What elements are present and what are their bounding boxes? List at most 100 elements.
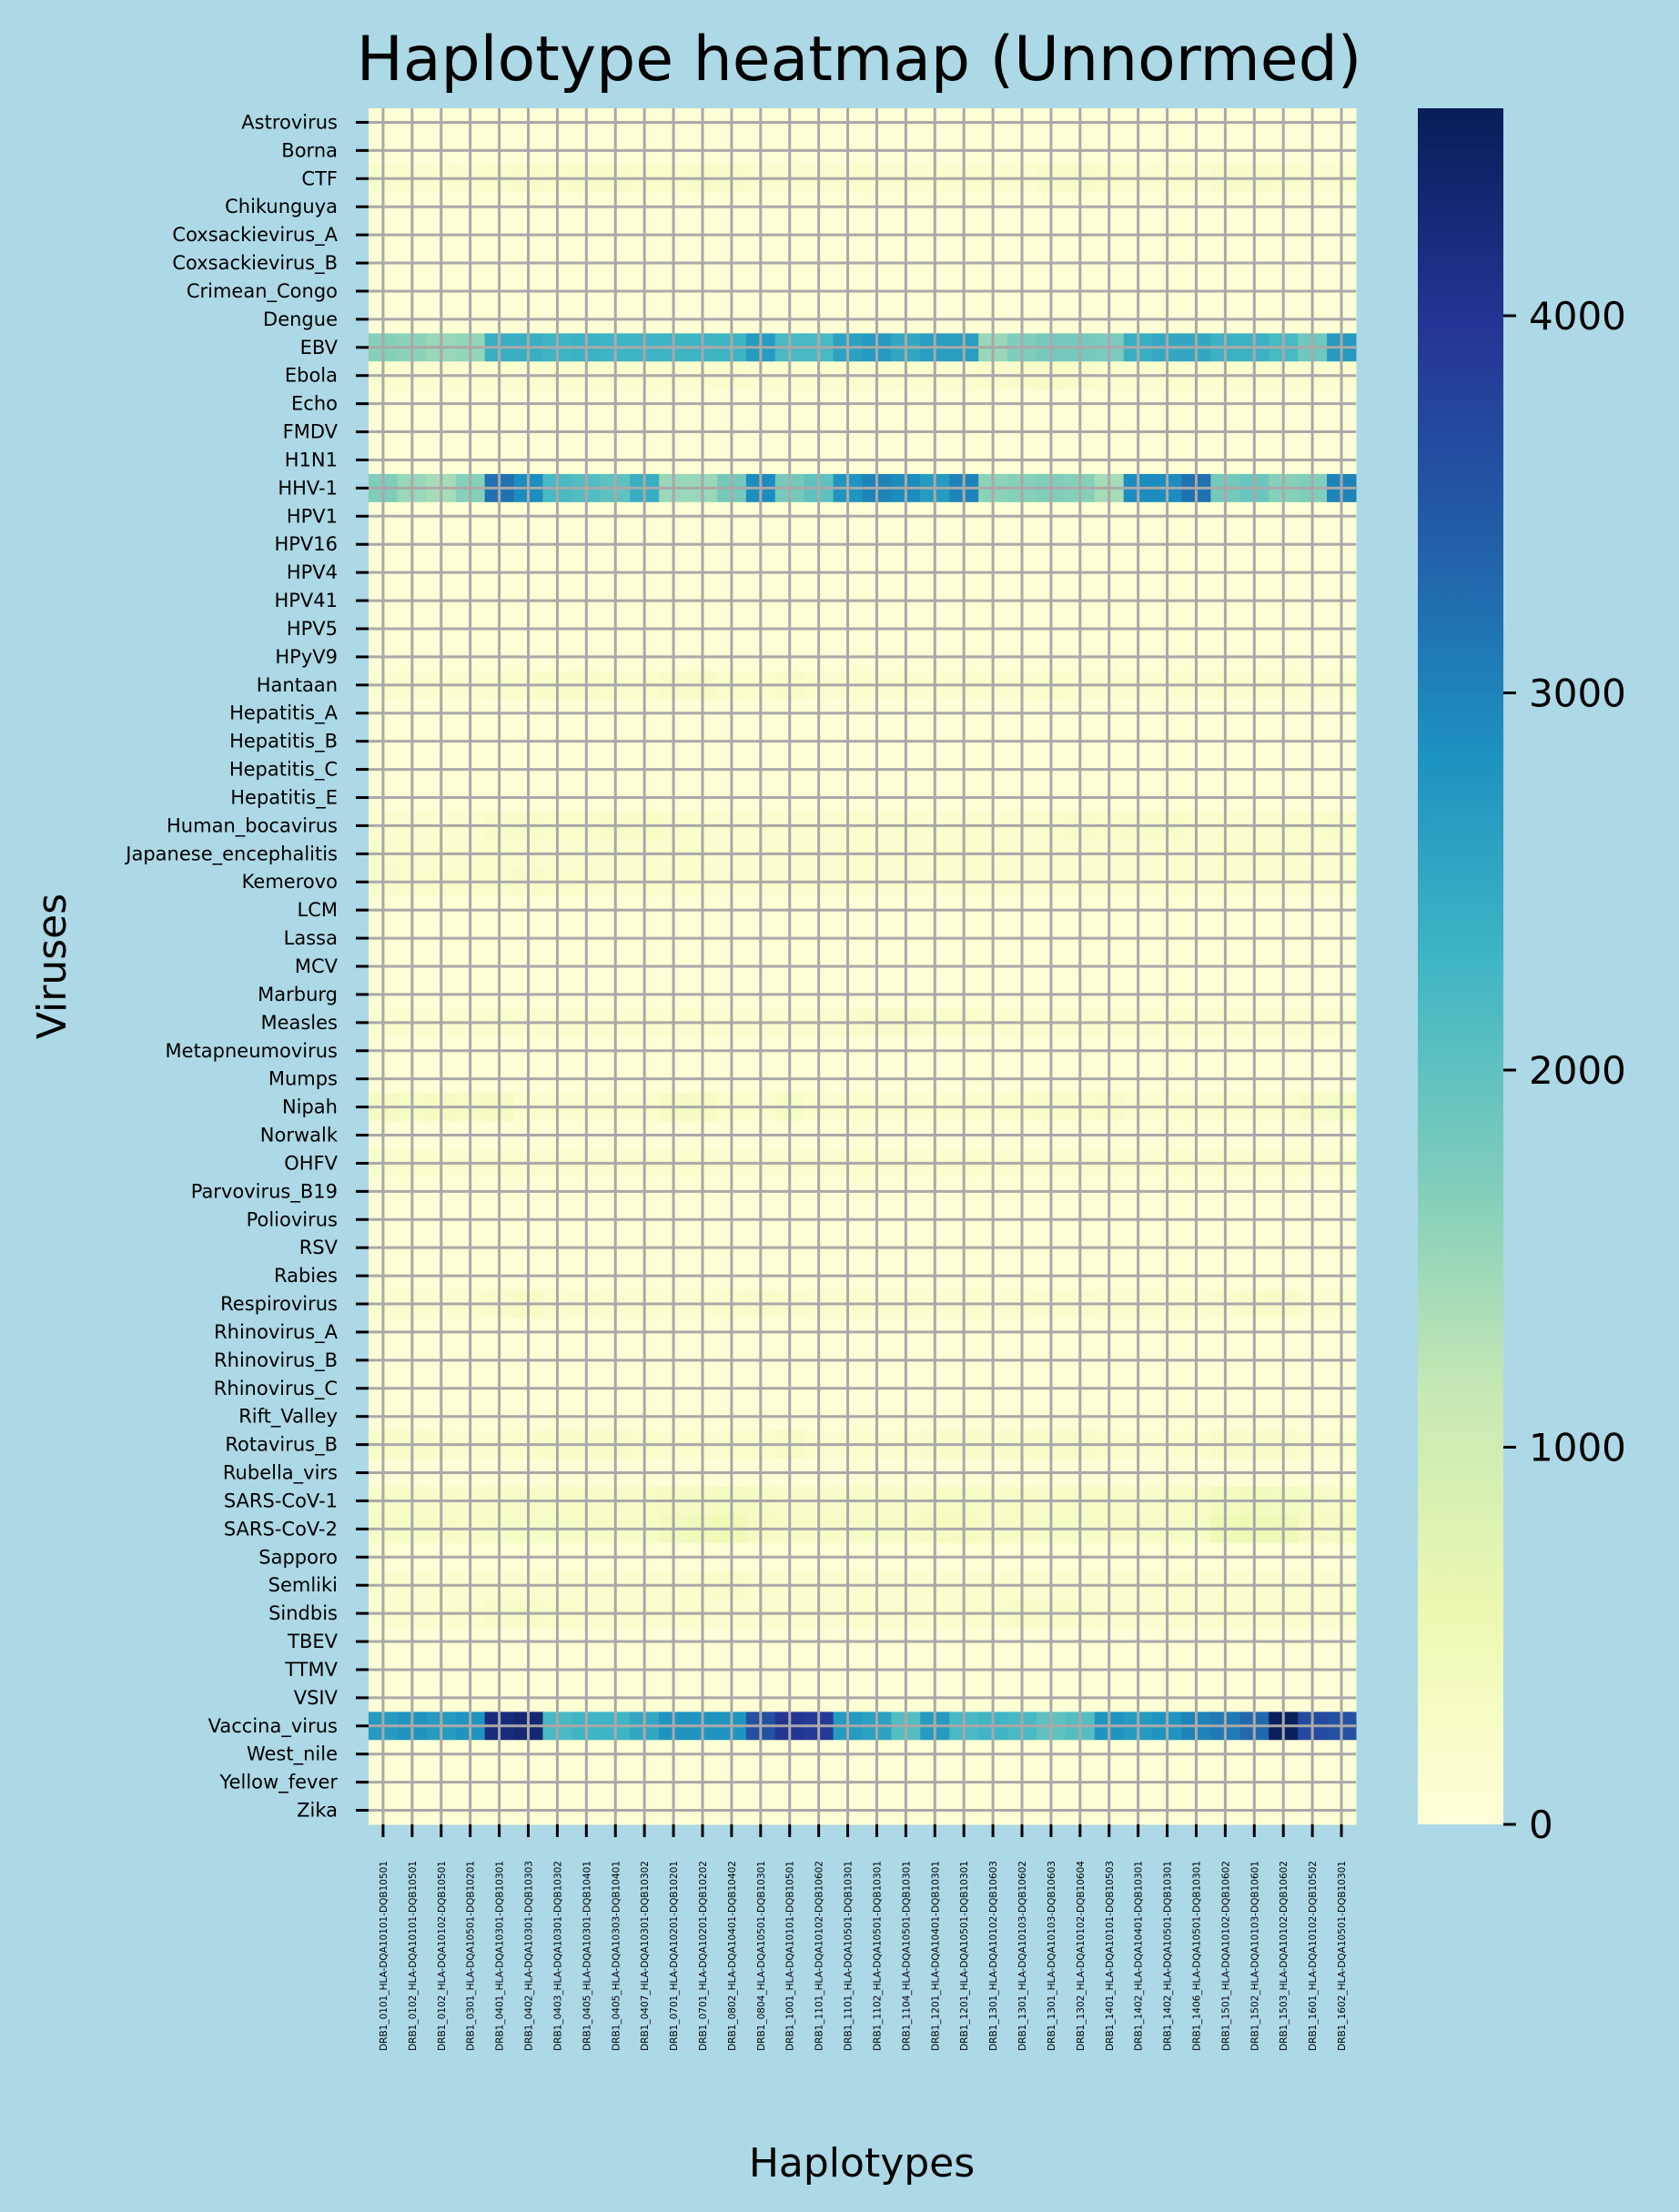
- y-tick-label: Rift_Valley: [238, 1406, 338, 1429]
- y-tick-label: Rhinovirus_B: [214, 1349, 338, 1372]
- y-tick-label: Metapneumovirus: [166, 1040, 338, 1062]
- x-tick-label: DRB1_0101_HLA-DQA10101-DQB10501: [379, 1861, 389, 2051]
- y-tick-label: Sapporo: [258, 1546, 338, 1568]
- y-tick-label: Semliki: [268, 1574, 338, 1596]
- colorbar-ticks: 0 1000 2000 3000 4000: [1503, 294, 1626, 1847]
- x-tick-label: DRB1_0102_HLA-DQA10101-DQB10501: [408, 1861, 419, 2051]
- y-tick-label: Rubella_virs: [223, 1462, 338, 1485]
- y-tick-label: Rabies: [274, 1265, 338, 1287]
- y-tick-label: Lassa: [284, 927, 338, 949]
- x-axis-label: Haplotypes: [749, 2140, 975, 2187]
- y-tick-label: Kemerovo: [242, 871, 338, 893]
- x-tick-label: DRB1_1406_HLA-DQA10501-DQB10301: [1191, 1861, 1202, 2051]
- y-tick-label: Astrovirus: [241, 111, 338, 133]
- y-tick-label: RSV: [299, 1237, 339, 1258]
- x-tick-label: DRB1_1503_HLA-DQA10102-DQB10602: [1279, 1861, 1290, 2051]
- x-tick-label: DRB1_1001_HLA-DQA10101-DQB10501: [785, 1861, 796, 2051]
- y-tick-label: HPyV9: [275, 646, 338, 668]
- x-axis-ticks: DRB1_0101_HLA-DQA10101-DQB10501 DRB1_0102…: [379, 1824, 1348, 2051]
- y-tick-label: Yellow_fever: [219, 1772, 339, 1794]
- x-tick-label: DRB1_1301_HLA-DQA10103-DQB10603: [1047, 1861, 1057, 2051]
- colorbar-tick-label: 0: [1529, 1803, 1553, 1847]
- x-tick-label: DRB1_1602_HLA-DQA10501-DQB10301: [1337, 1861, 1348, 2051]
- x-tick-label: DRB1_0701_HLA-DQA10201-DQB10201: [669, 1861, 680, 2051]
- y-tick-label: Vaccina_virus: [208, 1715, 338, 1738]
- y-tick-label: Nipah: [282, 1096, 338, 1118]
- colorbar-tick-label: 2000: [1529, 1048, 1626, 1093]
- x-tick-label: DRB1_1101_HLA-DQA10102-DQB10602: [814, 1861, 825, 2051]
- y-tick-label: MCV: [295, 955, 339, 977]
- y-tick-label: HHV-1: [278, 477, 338, 499]
- x-tick-label: DRB1_0405_HLA-DQA10301-DQB10401: [582, 1861, 592, 2051]
- x-tick-label: DRB1_1402_HLA-DQA10501-DQB10301: [1163, 1861, 1174, 2051]
- y-tick-label: LCM: [298, 899, 338, 921]
- x-tick-label: DRB1_0102_HLA-DQA10102-DQB10501: [437, 1861, 448, 2051]
- y-tick-label: HPV16: [274, 533, 338, 555]
- y-tick-label: HPV41: [274, 590, 338, 611]
- y-tick-label: Ebola: [285, 365, 338, 387]
- x-tick-label: DRB1_1402_HLA-DQA10401-DQB10301: [1134, 1861, 1145, 2051]
- y-tick-label: West_nile: [247, 1743, 338, 1766]
- y-tick-label: TTMV: [284, 1659, 338, 1681]
- y-tick-label: Hepatitis_A: [229, 702, 338, 725]
- heatmap-gridlines: [369, 108, 1356, 1824]
- y-tick-label: Crimean_Congo: [187, 280, 338, 303]
- y-tick-label: Hepatitis_C: [229, 759, 338, 782]
- y-tick-label: Rhinovirus_C: [214, 1378, 338, 1400]
- y-axis-ticks: Astrovirus Borna CTF Chikunguya Coxsackievir…: [124, 111, 369, 1822]
- y-tick-label: HPV1: [287, 505, 338, 527]
- y-tick-label: HPV5: [287, 618, 338, 640]
- x-tick-label: DRB1_1401_HLA-DQA10101-DQB10503: [1105, 1861, 1116, 2051]
- x-tick-label: DRB1_1201_HLA-DQA10401-DQB10301: [930, 1861, 941, 2051]
- y-tick-label: EBV: [300, 337, 339, 359]
- y-tick-label: Rhinovirus_A: [214, 1321, 339, 1344]
- y-tick-label: TBEV: [287, 1631, 339, 1652]
- y-tick-label: Hantaan: [257, 674, 338, 696]
- y-tick-label: VSIV: [294, 1687, 339, 1709]
- x-tick-label: DRB1_1301_HLA-DQA10102-DQB10603: [988, 1861, 999, 2051]
- x-tick-label: DRB1_0701_HLA-DQA10201-DQB10202: [698, 1861, 709, 2051]
- y-tick-label: Norwalk: [260, 1125, 339, 1146]
- y-tick-label: SARS-CoV-1: [224, 1490, 338, 1511]
- x-tick-label: DRB1_1104_HLA-DQA10501-DQB10301: [901, 1861, 912, 2051]
- x-tick-label: DRB1_1502_HLA-DQA10103-DQB10601: [1249, 1861, 1260, 2051]
- y-tick-label: Respirovirus: [220, 1293, 338, 1315]
- y-tick-label: Dengue: [263, 308, 338, 330]
- y-tick-label: SARS-CoV-2: [224, 1518, 338, 1540]
- x-tick-label: DRB1_1601_HLA-DQA10102-DQB10502: [1308, 1861, 1319, 2051]
- x-tick-label: DRB1_0405_HLA-DQA10303-DQB10401: [611, 1861, 622, 2051]
- y-tick-label: Parvovirus_B19: [191, 1180, 338, 1203]
- y-tick-label: Measles: [260, 1012, 338, 1034]
- x-tick-label: DRB1_1301_HLA-DQA10103-DQB10602: [1017, 1861, 1028, 2051]
- colorbar: 0 1000 2000 3000 4000: [1418, 108, 1626, 1847]
- y-tick-label: Borna: [281, 139, 338, 161]
- y-tick-label: Japanese_encephalitis: [124, 843, 338, 865]
- y-tick-label: HPV4: [287, 561, 338, 583]
- y-tick-label: Chikunguya: [225, 196, 338, 217]
- x-tick-label: DRB1_0403_HLA-DQA10301-DQB10302: [552, 1861, 563, 2051]
- x-tick-label: DRB1_0401_HLA-DQA10301-DQB10301: [495, 1861, 506, 2051]
- chart-title: Haplotype heatmap (Unnormed): [357, 24, 1362, 96]
- y-tick-label: H1N1: [285, 449, 338, 470]
- y-tick-label: Hepatitis_B: [229, 731, 338, 753]
- y-tick-label: Rotavirus_B: [225, 1434, 338, 1457]
- y-tick-label: FMDV: [283, 421, 339, 443]
- x-tick-label: DRB1_1501_HLA-DQA10102-DQB10602: [1220, 1861, 1231, 2051]
- y-axis-label: Viruses: [29, 894, 76, 1039]
- x-tick-label: DRB1_0407_HLA-DQA10301-DQB10302: [640, 1861, 651, 2051]
- x-tick-label: DRB1_0301_HLA-DQA10501-DQB10201: [466, 1861, 477, 2051]
- y-tick-label: Zika: [297, 1800, 338, 1822]
- y-tick-label: Coxsackievirus_A: [172, 224, 338, 247]
- colorbar-tick-label: 1000: [1529, 1425, 1626, 1470]
- x-tick-label: DRB1_0804_HLA-DQA10501-DQB10301: [756, 1861, 767, 2051]
- y-tick-label: Coxsackievirus_B: [172, 252, 338, 275]
- colorbar-gradient: [1418, 108, 1503, 1824]
- y-tick-label: Human_bocavirus: [167, 814, 338, 837]
- x-tick-label: DRB1_0802_HLA-DQA10401-DQB10402: [727, 1861, 738, 2051]
- y-tick-label: Hepatitis_E: [230, 786, 338, 809]
- y-tick-label: Mumps: [268, 1068, 338, 1090]
- y-tick-label: Sindbis: [268, 1602, 338, 1624]
- x-tick-label: DRB1_1302_HLA-DQA10102-DQB10604: [1076, 1861, 1087, 2051]
- y-tick-label: Marburg: [258, 984, 338, 1005]
